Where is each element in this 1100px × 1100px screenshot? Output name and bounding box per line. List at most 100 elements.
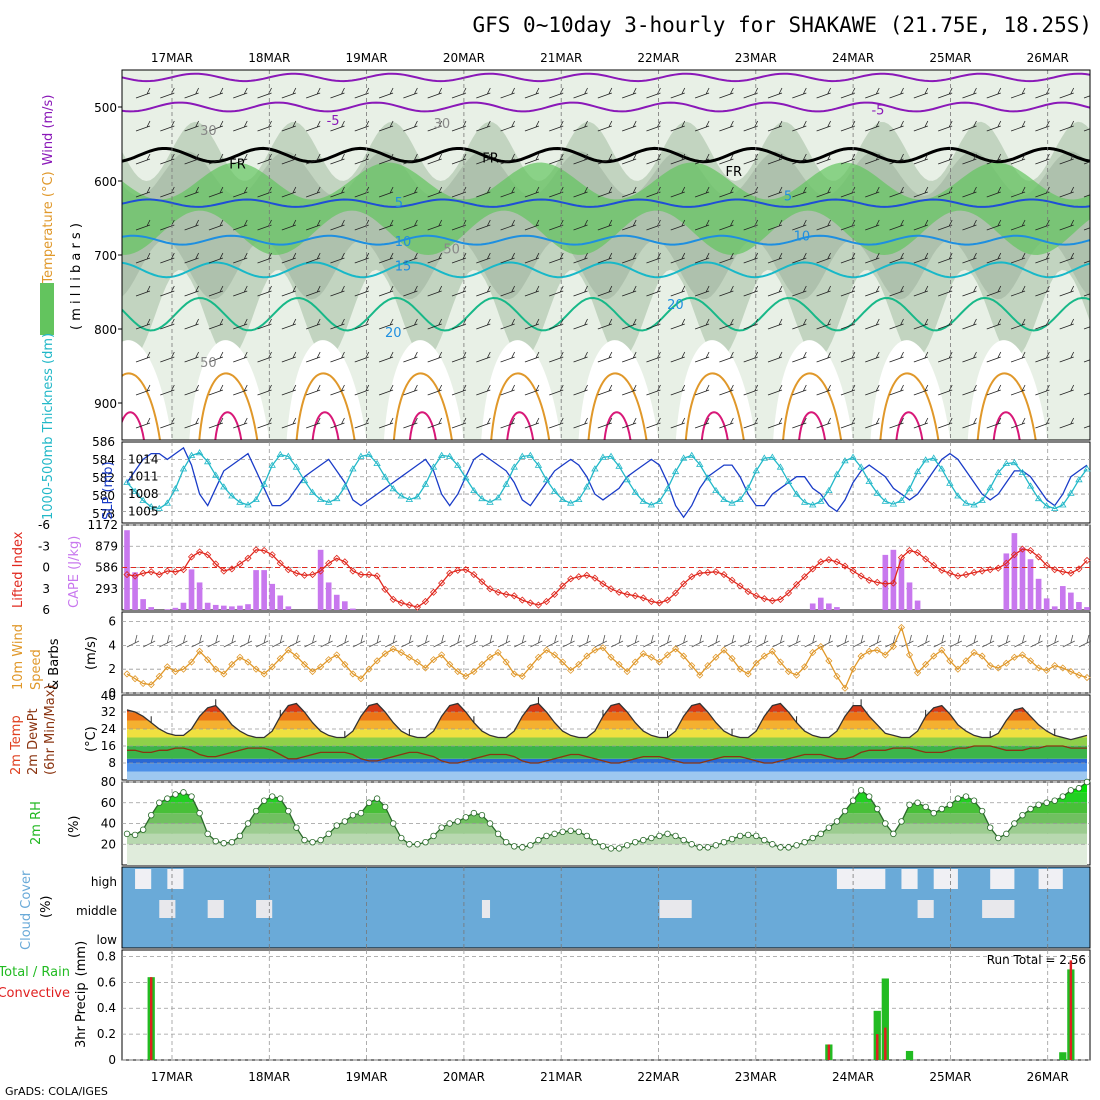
cape-bar [1084, 607, 1090, 610]
wind-barb [816, 153, 831, 165]
wind-barb [378, 318, 394, 330]
rh2m-marker [325, 830, 332, 838]
wind-barb-10m [1030, 634, 1043, 648]
li-marker [212, 560, 220, 568]
cape-bar [269, 583, 276, 610]
thickness-marker [623, 476, 631, 483]
thickness-marker [526, 451, 535, 458]
wind-barb [962, 120, 977, 132]
cape-bar [277, 595, 284, 610]
wind-barb-10m [917, 634, 930, 648]
precip-ylabel-part: (mm) [74, 941, 89, 976]
wind-barb [670, 186, 686, 198]
wind-barb [403, 219, 418, 231]
wind-barb [646, 252, 661, 264]
wind-barb [986, 120, 1002, 132]
wind-speed-marker [744, 670, 752, 678]
credit-text: GrADS: COLA/IGES [5, 1085, 108, 1098]
slp-ylabel: SLP (mb) [101, 461, 116, 520]
wind-barb [986, 153, 1002, 165]
day-label-top: 25MAR [929, 51, 971, 65]
isotherm-line [122, 72, 1090, 83]
cape-bar [180, 602, 187, 610]
wind-barb-10m [320, 634, 333, 648]
thickness-marker [913, 467, 922, 475]
cape-bar [317, 549, 324, 610]
wind-barb [1083, 293, 1090, 297]
thickness-marker [341, 483, 349, 490]
wind-barb [743, 219, 759, 231]
wind-barb [306, 384, 321, 396]
wind-barb [792, 351, 807, 363]
temp-band [127, 771, 1087, 780]
wind-speed-marker [333, 651, 341, 659]
li-marker [204, 551, 212, 559]
wind-speed-marker [639, 650, 647, 658]
rh2m-marker [269, 793, 276, 800]
temp-contour-25 [198, 372, 259, 440]
wind-barb [694, 153, 710, 165]
wind-speed-marker [567, 666, 575, 674]
wind-barb [962, 87, 977, 99]
wind-barb [962, 186, 977, 198]
wind-barb [622, 87, 637, 99]
wind-barb [306, 186, 321, 198]
wind-barb [403, 186, 418, 198]
wind-barb [427, 186, 443, 198]
li-marker [776, 595, 785, 603]
wind-barb [378, 219, 394, 231]
wind-speed-marker [994, 664, 1002, 672]
temp-band [127, 763, 1087, 772]
wind-barb [1059, 318, 1075, 330]
wind-barb [476, 219, 491, 231]
rh2m-marker [607, 845, 615, 852]
wind-speed-marker [922, 660, 930, 668]
li-marker [357, 571, 365, 579]
contour-label: FR [229, 158, 246, 173]
rh2m-marker [559, 828, 566, 835]
thickness-marker [220, 483, 228, 490]
li-marker [1075, 565, 1083, 573]
thickness-marker [728, 499, 736, 506]
wind-barb [233, 219, 248, 231]
wind-barb [1083, 260, 1090, 264]
thickness-marker [841, 457, 849, 464]
dry-dome [967, 340, 1048, 440]
rh2m-marker [293, 824, 300, 831]
wind-speed-marker [647, 653, 655, 661]
wind-barb [622, 120, 637, 132]
wind-speed-marker [849, 665, 857, 673]
temp-contour-25 [490, 372, 551, 440]
wind-barb [281, 417, 297, 429]
rh2m-marker [228, 838, 236, 846]
wind-barb [306, 153, 321, 165]
wind-speed-marker [655, 658, 664, 666]
dry-dome [189, 340, 270, 440]
li-marker [583, 571, 591, 579]
wind-barb [573, 318, 588, 330]
wind-barb-10m [788, 634, 801, 648]
wind-barb [1035, 120, 1050, 132]
li-marker [1035, 553, 1043, 561]
wind-barb [986, 87, 1002, 99]
wind-speed-marker [752, 659, 760, 667]
li-marker [865, 576, 873, 584]
li-marker [139, 569, 147, 577]
precip-conv-bar [827, 1044, 831, 1060]
wind-barb [962, 219, 977, 231]
cape-tick: 879 [95, 539, 118, 553]
thickness-marker [1002, 459, 1011, 466]
upper-air-layer: -5 -5 FR FR FR 5 5 10 10 15 20 20 30 30 50 50 [122, 70, 1090, 440]
wind-barb [354, 384, 370, 396]
rh2m-marker [1019, 812, 1026, 819]
temp-contour-30 [992, 411, 1021, 440]
wind-speed-marker [155, 672, 163, 680]
precip-conv-bar [1069, 960, 1073, 1060]
rh2m-marker [777, 844, 784, 851]
rh2m-marker [341, 818, 349, 825]
cloud-ylabel-unit: (%) [39, 896, 54, 919]
li-marker [454, 566, 462, 574]
wind-speed-marker [308, 667, 317, 676]
wind-barb-10m [336, 634, 349, 648]
wind-barb [451, 153, 467, 165]
